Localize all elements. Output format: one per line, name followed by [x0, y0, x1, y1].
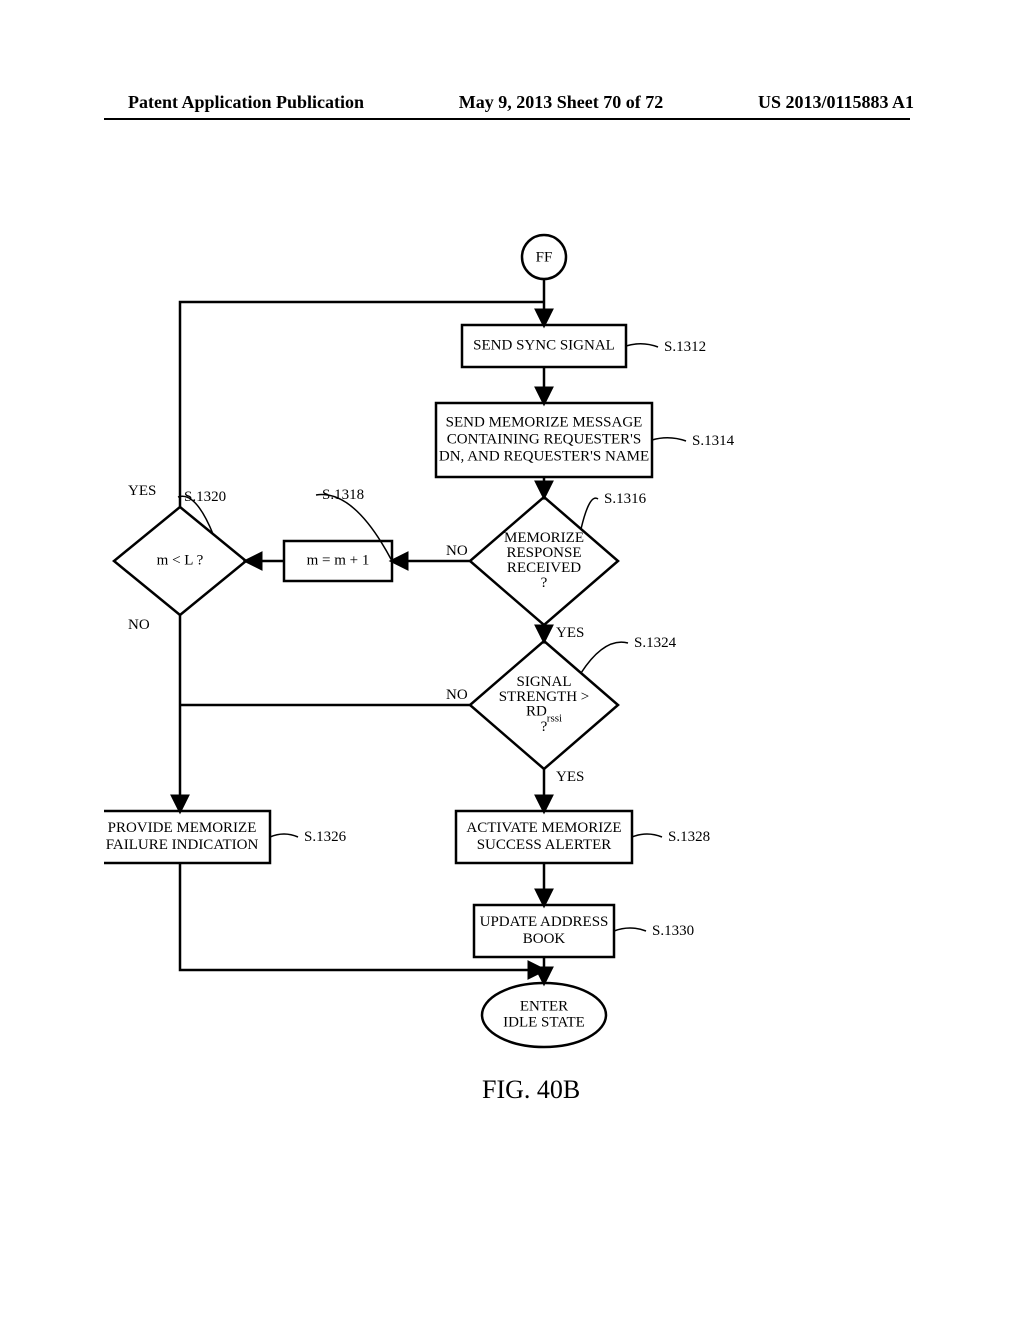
header-rule — [104, 118, 910, 120]
svg-text:m = m + 1: m = m + 1 — [307, 552, 370, 568]
svg-text:ACTIVATE MEMORIZE: ACTIVATE MEMORIZE — [466, 820, 621, 836]
svg-text:?: ? — [541, 719, 548, 735]
svg-text:RESPONSE: RESPONSE — [506, 545, 581, 561]
svg-text:S.1314: S.1314 — [692, 433, 735, 449]
header-right: US 2013/0115883 A1 — [758, 92, 914, 113]
svg-text:MEMORIZE: MEMORIZE — [504, 530, 584, 546]
svg-text:S.1324: S.1324 — [634, 635, 677, 651]
svg-text:S.1330: S.1330 — [652, 923, 694, 939]
svg-text:m < L ?: m < L ? — [157, 552, 204, 568]
svg-text:BOOK: BOOK — [523, 931, 566, 947]
svg-text:S.1312: S.1312 — [664, 339, 706, 355]
flowchart-diagram: FF SEND SYNC SIGNAL SEND MEMORIZE MESSAGEC… — [104, 225, 924, 1105]
svg-text:YES: YES — [556, 625, 584, 641]
figure-caption: FIG. 40B — [482, 1075, 580, 1105]
svg-text:NO: NO — [128, 617, 150, 633]
page-header: Patent Application Publication May 9, 20… — [0, 92, 1024, 113]
svg-text:SEND SYNC SIGNAL: SEND SYNC SIGNAL — [473, 337, 615, 353]
svg-text:SEND MEMORIZE MESSAGE: SEND MEMORIZE MESSAGE — [446, 414, 643, 430]
header-center: May 9, 2013 Sheet 70 of 72 — [459, 92, 663, 113]
svg-text:FF: FF — [536, 249, 553, 265]
svg-text:FAILURE INDICATION: FAILURE INDICATION — [106, 837, 259, 853]
svg-text:YES: YES — [556, 769, 584, 785]
svg-text:DN, AND REQUESTER'S NAME: DN, AND REQUESTER'S NAME — [439, 448, 649, 464]
svg-text:CONTAINING REQUESTER'S: CONTAINING REQUESTER'S — [447, 431, 641, 447]
svg-text:NO: NO — [446, 687, 468, 703]
svg-text:UPDATE ADDRESS: UPDATE ADDRESS — [480, 914, 609, 930]
svg-text:?: ? — [541, 575, 548, 591]
svg-text:NO: NO — [446, 543, 468, 559]
svg-text:YES: YES — [128, 483, 156, 499]
svg-text:S.1320: S.1320 — [184, 489, 226, 505]
svg-text:RECEIVED: RECEIVED — [507, 560, 581, 576]
svg-text:S.1326: S.1326 — [304, 829, 347, 845]
svg-text:SUCCESS ALERTER: SUCCESS ALERTER — [477, 837, 612, 853]
svg-text:IDLE STATE: IDLE STATE — [503, 1014, 585, 1030]
svg-text:S.1328: S.1328 — [668, 829, 710, 845]
header-left: Patent Application Publication — [128, 92, 364, 113]
svg-text:PROVIDE MEMORIZE: PROVIDE MEMORIZE — [108, 820, 257, 836]
svg-text:SIGNAL: SIGNAL — [517, 674, 572, 690]
svg-text:S.1316: S.1316 — [604, 491, 647, 507]
svg-text:STRENGTH >: STRENGTH > — [499, 689, 590, 705]
svg-text:ENTER: ENTER — [520, 998, 568, 1014]
